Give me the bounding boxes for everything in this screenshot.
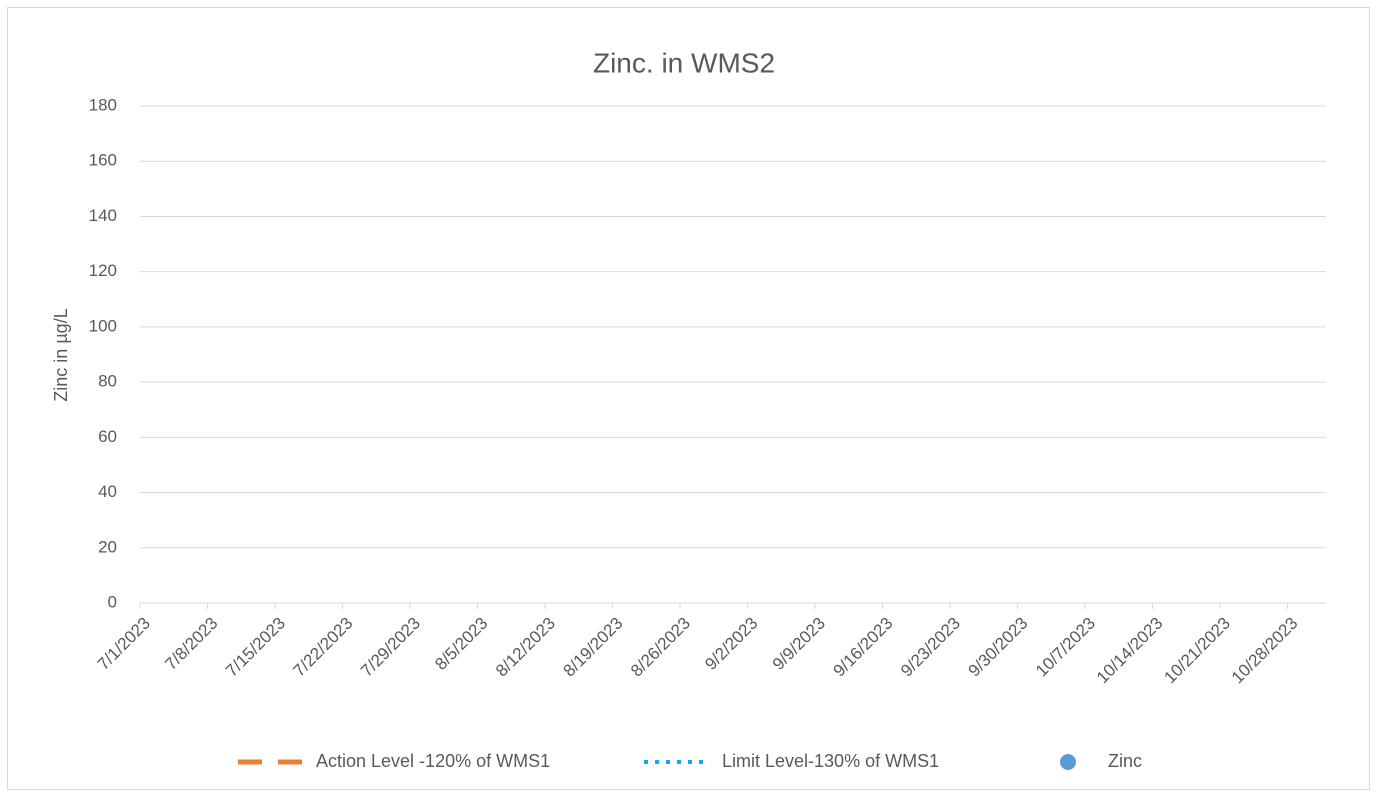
legend-label: Limit Level-130% of WMS1 bbox=[722, 751, 939, 771]
y-tick-label: 140 bbox=[89, 206, 117, 225]
y-tick-label: 0 bbox=[108, 592, 117, 611]
chart-title: Zinc. in WMS2 bbox=[593, 47, 775, 78]
legend-swatch bbox=[1060, 754, 1076, 770]
y-tick-label: 60 bbox=[98, 427, 117, 446]
y-tick-label: 180 bbox=[89, 95, 117, 114]
chart-border bbox=[7, 7, 1370, 790]
y-tick-label: 80 bbox=[98, 372, 117, 391]
legend-label: Action Level -120% of WMS1 bbox=[316, 751, 550, 771]
y-axis-label: Zinc in µg/L bbox=[51, 308, 71, 401]
legend-label: Zinc bbox=[1108, 751, 1142, 771]
y-tick-label: 120 bbox=[89, 261, 117, 280]
y-tick-label: 40 bbox=[98, 482, 117, 501]
y-tick-label: 20 bbox=[98, 537, 117, 556]
y-tick-label: 100 bbox=[89, 316, 117, 335]
y-tick-label: 160 bbox=[89, 151, 117, 170]
